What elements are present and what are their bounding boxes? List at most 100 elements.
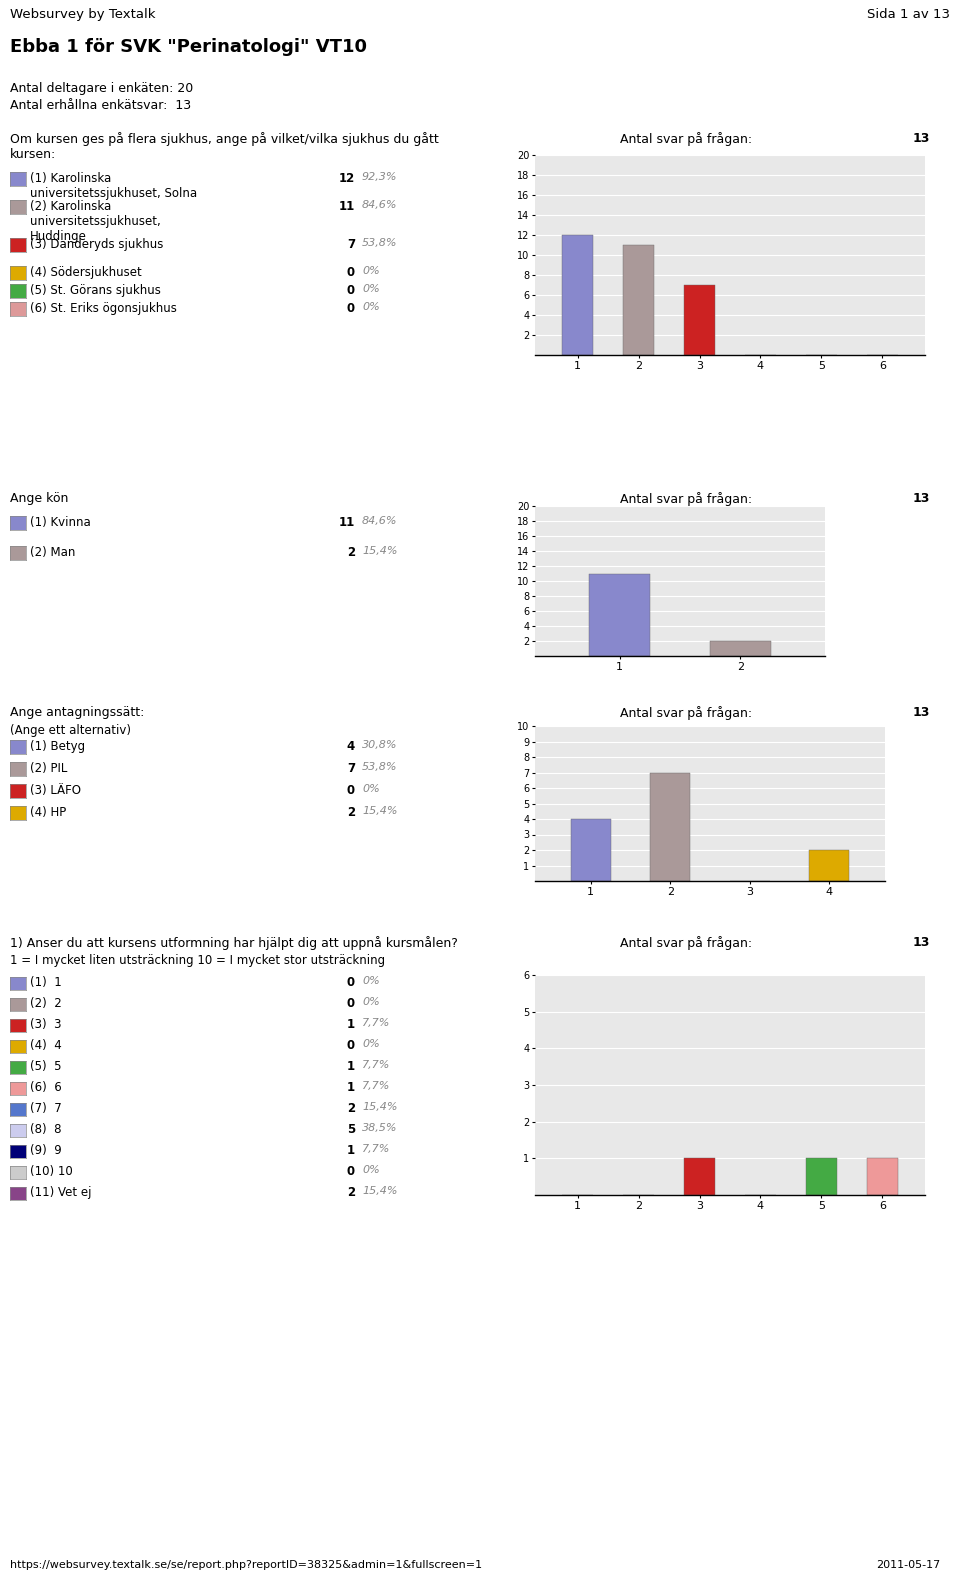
Text: (1) Kvinna: (1) Kvinna: [30, 516, 91, 528]
Text: 2: 2: [347, 806, 355, 819]
Text: (2)  2: (2) 2: [30, 997, 61, 1009]
Bar: [623, 244, 654, 355]
Text: 7,7%: 7,7%: [362, 1017, 391, 1028]
Text: (4) Södersjukhuset: (4) Södersjukhuset: [30, 267, 142, 279]
Text: 0%: 0%: [362, 1165, 380, 1174]
Text: 7: 7: [347, 762, 355, 774]
Text: (5) St. Görans sjukhus: (5) St. Görans sjukhus: [30, 284, 161, 297]
Text: (10) 10: (10) 10: [30, 1165, 73, 1178]
Bar: [563, 235, 593, 355]
Text: universitetssjukhuset, Solna: universitetssjukhuset, Solna: [30, 187, 197, 200]
Text: (4) HP: (4) HP: [30, 806, 66, 819]
Text: 0%: 0%: [362, 784, 380, 794]
Text: Ebba 1 för SVK "Perinatologi" VT10: Ebba 1 för SVK "Perinatologi" VT10: [10, 38, 367, 56]
Text: (Ange ett alternativ): (Ange ett alternativ): [10, 724, 131, 736]
Text: Ange antagningssätt:: Ange antagningssätt:: [10, 706, 144, 719]
Text: (9)  9: (9) 9: [30, 1144, 61, 1157]
Text: 53,8%: 53,8%: [362, 238, 397, 248]
Text: https://websurvey.textalk.se/se/report.php?reportID=38325&admin=1&fullscreen=1: https://websurvey.textalk.se/se/report.p…: [10, 1560, 482, 1570]
Text: 0: 0: [347, 976, 355, 989]
Text: (6) St. Eriks ögonsjukhus: (6) St. Eriks ögonsjukhus: [30, 302, 177, 314]
Text: 13: 13: [913, 492, 930, 505]
Text: Huddinge: Huddinge: [30, 230, 86, 243]
Text: kursen:: kursen:: [10, 148, 57, 160]
Text: 1 = I mycket liten utsträckning 10 = I mycket stor utsträckning: 1 = I mycket liten utsträckning 10 = I m…: [10, 954, 385, 966]
Text: 38,5%: 38,5%: [362, 1124, 397, 1133]
Text: 0: 0: [347, 1039, 355, 1052]
Bar: [867, 1159, 898, 1195]
Text: 0: 0: [347, 1165, 355, 1178]
Text: Antal deltagare i enkäten: 20: Antal deltagare i enkäten: 20: [10, 83, 193, 95]
Text: 7,7%: 7,7%: [362, 1144, 391, 1154]
Text: 13: 13: [913, 132, 930, 144]
Text: 7,7%: 7,7%: [362, 1060, 391, 1070]
Text: 0%: 0%: [362, 302, 380, 313]
Text: (4)  4: (4) 4: [30, 1039, 61, 1052]
Text: 1: 1: [347, 1060, 355, 1073]
Text: 0: 0: [347, 784, 355, 797]
Text: 2011-05-17: 2011-05-17: [876, 1560, 940, 1570]
Text: 30,8%: 30,8%: [362, 740, 397, 751]
Text: 15,4%: 15,4%: [362, 1185, 397, 1197]
Text: 1: 1: [347, 1017, 355, 1032]
Text: Om kursen ges på flera sjukhus, ange på vilket/vilka sjukhus du gått: Om kursen ges på flera sjukhus, ange på …: [10, 132, 439, 146]
Bar: [684, 286, 715, 355]
Bar: [809, 851, 850, 881]
Text: Antal svar på frågan:: Antal svar på frågan:: [620, 936, 752, 951]
Text: (3) Danderyds sjukhus: (3) Danderyds sjukhus: [30, 238, 163, 251]
Text: (1)  1: (1) 1: [30, 976, 61, 989]
Text: 0: 0: [347, 284, 355, 297]
Text: (1) Betyg: (1) Betyg: [30, 740, 85, 752]
Text: 53,8%: 53,8%: [362, 762, 397, 771]
Text: (2) Man: (2) Man: [30, 546, 76, 559]
Text: (3)  3: (3) 3: [30, 1017, 61, 1032]
Text: 2: 2: [347, 1185, 355, 1200]
Text: 0%: 0%: [362, 284, 380, 294]
Bar: [589, 573, 650, 655]
Text: (1) Karolinska: (1) Karolinska: [30, 171, 111, 186]
Text: 0: 0: [347, 302, 355, 314]
Text: 11: 11: [339, 516, 355, 528]
Text: 7,7%: 7,7%: [362, 1081, 391, 1090]
Text: 1: 1: [347, 1081, 355, 1093]
Text: (2) PIL: (2) PIL: [30, 762, 67, 774]
Text: (3) LÄFO: (3) LÄFO: [30, 784, 81, 797]
Bar: [571, 819, 611, 881]
Text: Ange kön: Ange kön: [10, 492, 68, 505]
Text: 0%: 0%: [362, 997, 380, 1008]
Text: (6)  6: (6) 6: [30, 1081, 61, 1093]
Text: 1: 1: [347, 1144, 355, 1157]
Text: Websurvey by Textalk: Websurvey by Textalk: [10, 8, 156, 21]
Text: 7: 7: [347, 238, 355, 251]
Text: 84,6%: 84,6%: [362, 516, 397, 525]
Text: (7)  7: (7) 7: [30, 1101, 61, 1116]
Text: 4: 4: [347, 740, 355, 752]
Text: (5)  5: (5) 5: [30, 1060, 61, 1073]
Text: Antal svar på frågan:: Antal svar på frågan:: [620, 706, 752, 720]
Text: 2: 2: [347, 1101, 355, 1116]
Text: 15,4%: 15,4%: [362, 546, 397, 555]
Text: Antal svar på frågan:: Antal svar på frågan:: [620, 492, 752, 506]
Text: 15,4%: 15,4%: [362, 806, 397, 816]
Text: universitetssjukhuset,: universitetssjukhuset,: [30, 214, 160, 229]
Text: 13: 13: [913, 936, 930, 949]
Text: 5: 5: [347, 1124, 355, 1136]
Text: 15,4%: 15,4%: [362, 1101, 397, 1112]
Text: Antal erhållna enkätsvar:  13: Antal erhållna enkätsvar: 13: [10, 98, 191, 113]
Text: (2) Karolinska: (2) Karolinska: [30, 200, 111, 213]
Bar: [650, 773, 690, 881]
Text: (8)  8: (8) 8: [30, 1124, 61, 1136]
Text: 84,6%: 84,6%: [362, 200, 397, 209]
Text: Antal svar på frågan:: Antal svar på frågan:: [620, 132, 752, 146]
Text: 0%: 0%: [362, 1039, 380, 1049]
Bar: [806, 1159, 837, 1195]
Text: 2: 2: [347, 546, 355, 559]
Text: 0: 0: [347, 997, 355, 1009]
Text: 11: 11: [339, 200, 355, 213]
Text: 92,3%: 92,3%: [362, 171, 397, 183]
Text: 0: 0: [347, 267, 355, 279]
Text: Sida 1 av 13: Sida 1 av 13: [867, 8, 950, 21]
Text: 0%: 0%: [362, 267, 380, 276]
Text: 12: 12: [339, 171, 355, 186]
Text: 13: 13: [913, 706, 930, 719]
